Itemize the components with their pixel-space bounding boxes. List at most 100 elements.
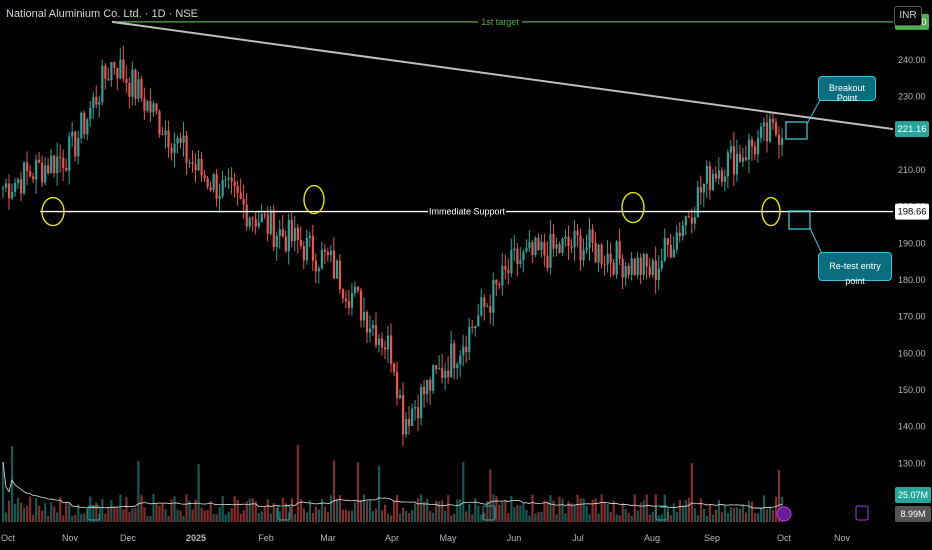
candle-body (377, 338, 381, 345)
candle-body (182, 135, 185, 143)
candle-body (537, 237, 540, 251)
volume-bar (678, 499, 681, 522)
candle-body (627, 265, 630, 275)
candle-body (711, 173, 715, 190)
candle-body (245, 204, 248, 227)
volume-bar (531, 494, 534, 522)
volume-bar (435, 500, 438, 522)
volume-bar (561, 499, 564, 522)
candle-body (317, 268, 321, 272)
volume-bar (191, 509, 194, 522)
volume-bar (68, 502, 71, 522)
volume-bar (762, 495, 766, 522)
candle-body (720, 170, 724, 182)
volume-bar (651, 511, 654, 522)
volume-bar (128, 512, 131, 522)
candle-body (146, 101, 149, 111)
volume-bar (80, 514, 83, 522)
volume-bar (732, 507, 736, 522)
candle-body (257, 222, 260, 227)
candle-body (699, 187, 702, 193)
volume-bar (278, 511, 281, 522)
candle-body (266, 214, 269, 234)
volume-bar (591, 499, 594, 522)
volume-bar (606, 503, 609, 522)
candle-body (708, 165, 712, 190)
volume-bar (23, 507, 26, 522)
candle-body (341, 289, 345, 299)
volume-bar (642, 500, 645, 522)
candle-body (335, 260, 339, 279)
candle-body (438, 368, 441, 370)
candle-body (353, 286, 357, 294)
candle-body (759, 126, 763, 138)
candle-body (768, 118, 772, 142)
volume-bar (411, 510, 414, 522)
volume-bar (465, 511, 468, 522)
candle-body (281, 229, 284, 237)
y-tick-label: 190.00 (898, 238, 926, 248)
candle-body (89, 107, 92, 120)
volume-bar (248, 498, 251, 522)
volume-bar (705, 515, 708, 522)
x-tick-label: Feb (258, 533, 274, 543)
candle-body (101, 65, 104, 103)
candle-body (624, 265, 627, 278)
x-tick-label: May (439, 533, 457, 543)
candle-body (356, 286, 360, 291)
retest-connector (809, 227, 823, 255)
candle-body (179, 137, 182, 143)
retest-box (788, 210, 811, 230)
y-tick-label: 210.00 (898, 165, 926, 175)
candle-body (362, 311, 366, 321)
candle-body (702, 183, 705, 193)
volume-bar (687, 497, 690, 522)
candle-body (486, 306, 489, 308)
volume-bar (224, 514, 227, 522)
candle-body (543, 242, 546, 256)
y-tick-label: 130.00 (898, 458, 926, 468)
candle-body (747, 139, 751, 160)
volume-bar (546, 501, 549, 522)
volume-bar (287, 512, 290, 522)
volume-bar (167, 515, 170, 522)
candle-body (77, 138, 80, 157)
volume-bar (468, 503, 471, 522)
volume-bar (164, 509, 167, 522)
candle-body (326, 251, 330, 256)
volume-bar (444, 510, 447, 522)
volume-bar (371, 511, 375, 522)
target-label: 1st target (481, 17, 519, 27)
volume-bar (777, 469, 781, 522)
candle-body (645, 254, 648, 267)
candle-body (393, 363, 396, 373)
candle-body (522, 251, 525, 261)
volume-bar (699, 498, 702, 522)
candle-body (44, 165, 47, 183)
volume-bar (405, 511, 408, 522)
volume-bar (549, 495, 552, 522)
volume-bar (218, 507, 221, 522)
volume-bar (107, 507, 110, 522)
candle-body (26, 162, 29, 172)
candle-body (260, 213, 263, 223)
candle-body (56, 156, 59, 174)
candle-body (269, 210, 272, 234)
candle-body (248, 217, 251, 227)
volume-bar (540, 511, 543, 522)
y-tick-label: 170.00 (898, 312, 926, 322)
volume-bar (669, 515, 672, 522)
price-label-bg (895, 121, 929, 138)
volume-bar (257, 513, 260, 522)
candle-body (113, 62, 116, 68)
candle-body (780, 138, 784, 145)
volume-bar (338, 495, 342, 522)
candle-body (32, 176, 35, 180)
candle-body (2, 187, 5, 189)
volume-bar (735, 507, 739, 522)
currency-button[interactable]: INR (894, 6, 922, 26)
candle-body (549, 234, 552, 268)
candle-body (396, 372, 399, 399)
x-tick-label: Nov (62, 533, 79, 543)
